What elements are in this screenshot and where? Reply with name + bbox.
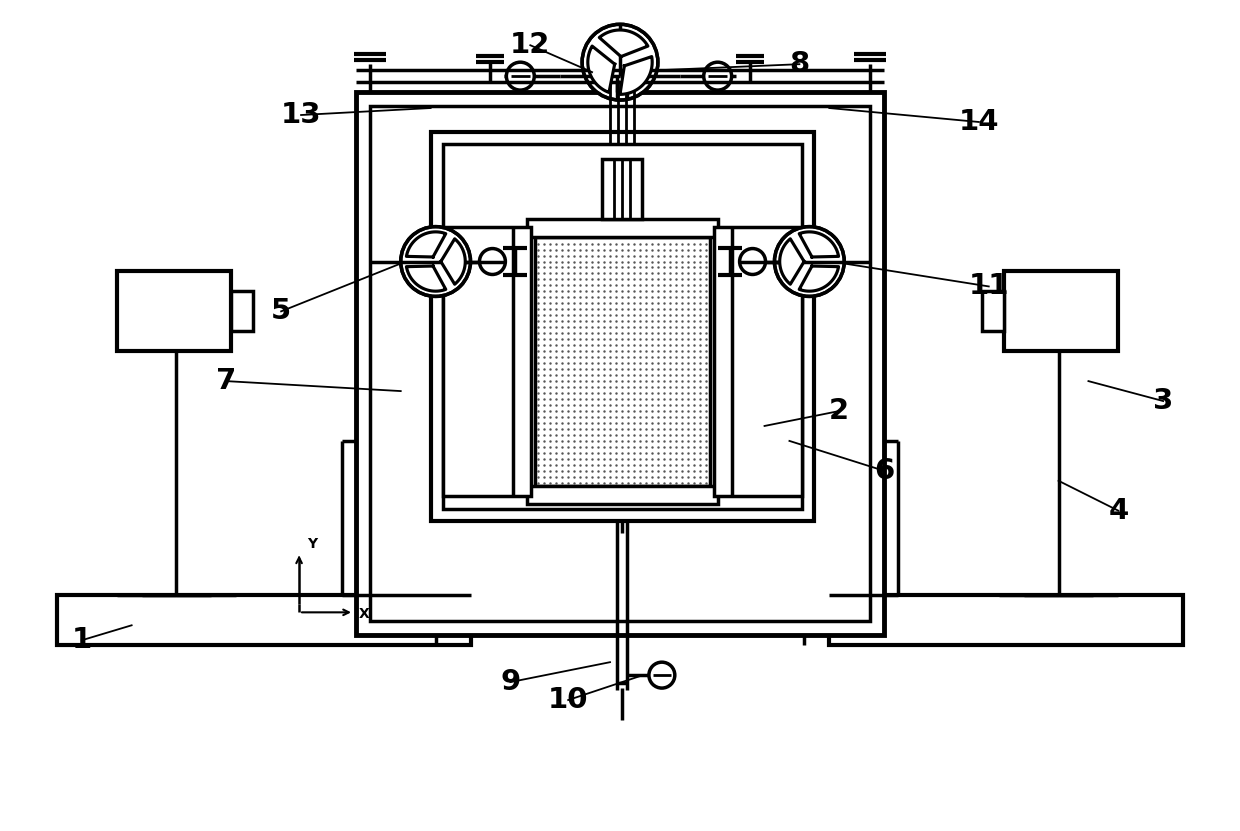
- Circle shape: [480, 248, 506, 274]
- Polygon shape: [441, 238, 465, 284]
- Bar: [527, 486, 718, 504]
- Bar: [293, 607, 305, 618]
- Bar: [830, 595, 1183, 645]
- Text: 12: 12: [510, 32, 551, 59]
- Bar: [1003, 272, 1118, 352]
- Circle shape: [582, 24, 658, 100]
- Circle shape: [704, 62, 732, 90]
- Text: 9: 9: [500, 668, 521, 696]
- Text: 3: 3: [1153, 387, 1173, 415]
- Text: 7: 7: [216, 367, 237, 395]
- Bar: [443, 144, 802, 509]
- Text: 10: 10: [548, 686, 589, 714]
- Polygon shape: [588, 46, 615, 92]
- Text: 4: 4: [1109, 497, 1128, 524]
- Bar: [232, 292, 253, 332]
- Bar: [443, 227, 531, 496]
- Circle shape: [775, 227, 844, 297]
- Polygon shape: [620, 57, 652, 95]
- Circle shape: [401, 227, 470, 297]
- Bar: [603, 159, 642, 219]
- Bar: [430, 132, 815, 521]
- Polygon shape: [599, 30, 647, 57]
- Bar: [982, 292, 1003, 332]
- Polygon shape: [407, 266, 445, 291]
- Text: 6: 6: [874, 457, 894, 484]
- Bar: [527, 219, 718, 237]
- Polygon shape: [780, 238, 804, 284]
- Text: 13: 13: [280, 101, 321, 129]
- Text: Y: Y: [308, 537, 317, 551]
- Bar: [57, 595, 470, 645]
- Text: X: X: [358, 607, 370, 622]
- Text: 2: 2: [830, 397, 849, 425]
- Polygon shape: [800, 266, 838, 291]
- Bar: [370, 106, 870, 622]
- Circle shape: [649, 662, 675, 688]
- Polygon shape: [407, 232, 445, 257]
- Text: 5: 5: [272, 297, 291, 326]
- Polygon shape: [800, 232, 838, 257]
- Circle shape: [506, 62, 534, 90]
- Text: 1: 1: [72, 627, 92, 654]
- Bar: [714, 227, 802, 496]
- Bar: [356, 92, 884, 635]
- Circle shape: [739, 248, 765, 274]
- Text: 14: 14: [959, 108, 999, 136]
- Text: 11: 11: [968, 273, 1009, 301]
- Bar: [117, 272, 232, 352]
- Text: 8: 8: [790, 50, 810, 78]
- Bar: [536, 237, 709, 486]
